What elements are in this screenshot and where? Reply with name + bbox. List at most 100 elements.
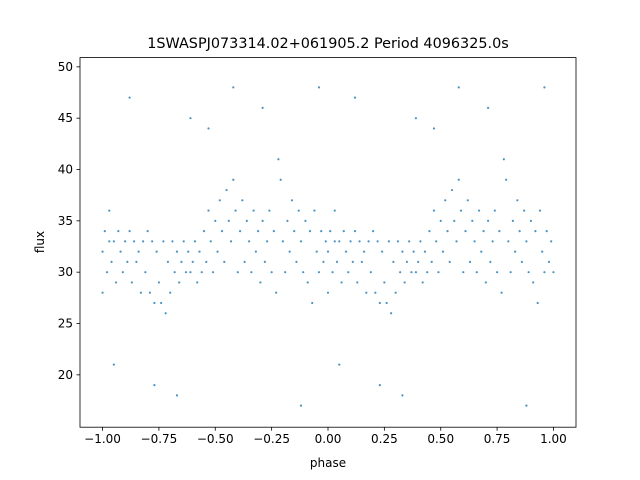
point <box>344 250 348 253</box>
point <box>347 271 350 274</box>
y-tick-label: 45 <box>58 111 73 125</box>
point <box>304 219 307 222</box>
point <box>232 86 235 89</box>
point <box>457 178 460 181</box>
point <box>516 199 519 202</box>
point <box>491 240 494 243</box>
x-tick-label: −0.50 <box>197 432 234 446</box>
point <box>414 117 418 120</box>
point <box>164 312 167 315</box>
point <box>133 240 136 243</box>
point <box>466 199 469 202</box>
y-tick-label: 30 <box>58 265 73 279</box>
point <box>385 301 388 305</box>
point <box>259 281 262 284</box>
y-tick-label: 20 <box>58 368 73 382</box>
point <box>435 240 438 243</box>
point <box>493 209 496 212</box>
x-tick-label: 0.25 <box>371 432 398 446</box>
point <box>362 250 366 253</box>
point <box>534 230 537 233</box>
y-tick-label: 25 <box>58 317 73 331</box>
point <box>340 281 343 284</box>
point <box>169 291 172 294</box>
point <box>371 230 375 233</box>
point <box>144 271 147 274</box>
point <box>358 240 361 243</box>
point <box>342 230 345 233</box>
point <box>525 240 528 243</box>
point <box>426 271 429 274</box>
point <box>480 250 483 253</box>
x-tick-label: 1.00 <box>540 432 567 446</box>
point <box>277 158 280 161</box>
point <box>126 260 129 264</box>
point <box>448 260 451 264</box>
x-tick-label: 0.00 <box>315 432 342 446</box>
point <box>511 219 514 222</box>
point <box>220 230 224 233</box>
point <box>464 230 467 233</box>
point <box>313 209 316 212</box>
point <box>403 281 406 284</box>
point <box>117 230 120 233</box>
point <box>187 250 190 253</box>
point <box>288 250 291 253</box>
point <box>148 291 151 294</box>
point <box>229 240 233 243</box>
point <box>223 260 226 264</box>
point <box>399 271 402 274</box>
point <box>114 281 118 284</box>
point <box>146 230 149 233</box>
point <box>446 230 449 233</box>
point <box>232 178 235 181</box>
point <box>311 301 314 305</box>
point <box>189 271 192 274</box>
point <box>367 240 370 243</box>
point <box>236 271 239 274</box>
point <box>468 260 472 264</box>
point <box>247 240 251 243</box>
point <box>326 291 330 294</box>
point <box>268 209 271 212</box>
point <box>157 281 161 284</box>
point <box>184 271 188 274</box>
point <box>392 260 395 264</box>
point <box>360 260 363 264</box>
point <box>275 291 278 294</box>
point <box>200 271 203 274</box>
point <box>489 260 492 264</box>
point <box>153 301 156 305</box>
y-tick-label: 40 <box>58 163 73 177</box>
point <box>502 158 505 161</box>
point <box>320 230 323 233</box>
point <box>450 188 454 192</box>
point <box>477 209 481 212</box>
point <box>105 271 109 274</box>
chart-title: 1SWASPJ073314.02+061905.2 Period 4096325… <box>147 36 509 52</box>
point <box>353 96 357 99</box>
point <box>130 281 133 284</box>
point <box>518 230 521 233</box>
point <box>514 250 517 253</box>
point <box>191 260 194 264</box>
point <box>211 271 215 274</box>
point <box>135 260 138 264</box>
point <box>369 271 372 274</box>
point <box>173 271 176 274</box>
point <box>196 281 199 284</box>
point <box>205 260 208 264</box>
point <box>459 209 463 212</box>
point <box>290 199 294 202</box>
point <box>234 209 237 212</box>
point <box>482 230 485 233</box>
point <box>419 240 422 243</box>
point <box>462 271 465 274</box>
point <box>509 271 512 274</box>
point <box>441 250 445 253</box>
point <box>266 240 269 243</box>
point <box>378 301 381 305</box>
point <box>507 240 510 243</box>
point <box>101 291 104 294</box>
point <box>175 250 179 253</box>
